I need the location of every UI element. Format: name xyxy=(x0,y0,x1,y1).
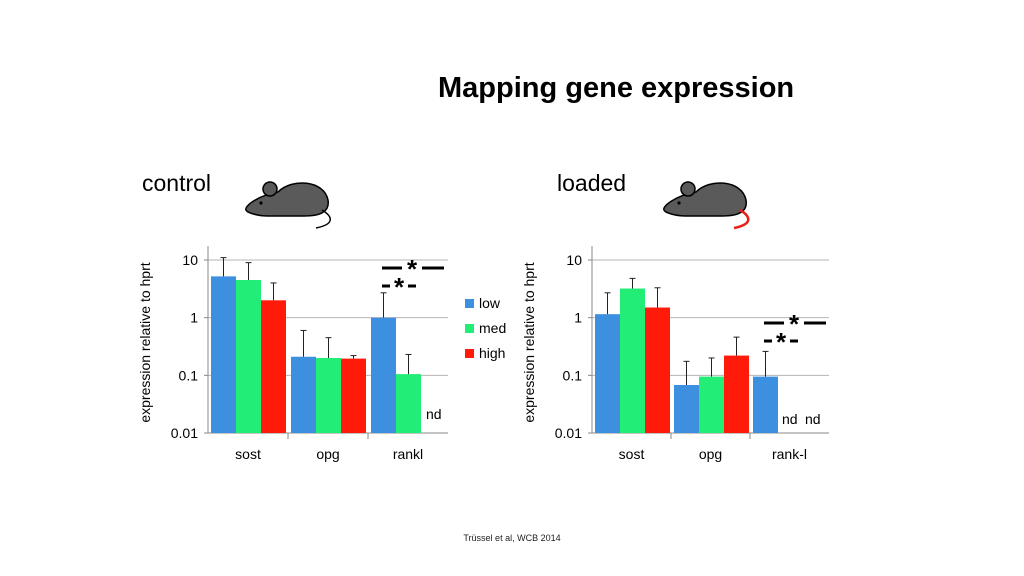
mouse-icon xyxy=(245,181,331,229)
bar-med-sost xyxy=(236,279,261,433)
bar-low-opg xyxy=(674,384,699,433)
bar-med-sost xyxy=(620,288,645,433)
chart-control: 10 1 0.1 0.01 expression relative to hprt sos… xyxy=(137,246,506,462)
bar-low-rank-l xyxy=(753,376,778,433)
bar-med-opg xyxy=(316,357,341,433)
legend-label-low: low xyxy=(479,295,501,311)
y-axis-label: expression relative to hprt xyxy=(521,262,537,422)
nd-label: nd xyxy=(805,411,821,427)
bar-high-sost xyxy=(261,300,286,433)
bar-low-sost xyxy=(595,314,620,433)
x-tick-label: sost xyxy=(235,446,261,462)
y-tick-label: 1 xyxy=(574,310,582,326)
citation: Trüssel et al, WCB 2014 xyxy=(463,533,561,543)
significance-star: * xyxy=(394,272,405,302)
significance-star: * xyxy=(789,309,800,339)
significance-star: * xyxy=(776,327,787,357)
legend-swatch-med xyxy=(465,324,474,333)
legend-swatch-high xyxy=(465,349,474,358)
panel-label-loaded: loaded xyxy=(557,170,627,196)
mouse-icon xyxy=(663,181,750,230)
x-tick-label: rank-l xyxy=(772,446,807,462)
x-tick-label: opg xyxy=(699,446,722,462)
bar-low-sost xyxy=(211,276,236,433)
y-tick-label: 0.1 xyxy=(563,367,583,383)
bar-high-opg xyxy=(724,355,749,433)
y-tick-label: 1 xyxy=(190,310,198,326)
bar-med-opg xyxy=(699,376,724,433)
panel-label-control: control xyxy=(142,170,212,196)
mouse-tail-control xyxy=(315,209,331,229)
x-tick-label: rankl xyxy=(393,446,423,462)
y-axis-label: expression relative to hprt xyxy=(137,262,153,422)
chart-loaded: 10 1 0.1 0.01 expression relative to hprt sos… xyxy=(521,246,829,462)
bar-med-rankl xyxy=(396,374,421,433)
x-tick-label: opg xyxy=(316,446,339,462)
bar-high-sost xyxy=(645,307,670,433)
x-tick-label: sost xyxy=(619,446,645,462)
slide-title: Mapping gene expression xyxy=(438,72,795,104)
legend-label-high: high xyxy=(479,345,505,361)
bar-low-opg xyxy=(291,356,316,433)
y-tick-label: 10 xyxy=(182,252,198,268)
legend-swatch-low xyxy=(465,299,474,308)
mouse-tail-loaded xyxy=(733,208,750,230)
nd-label: nd xyxy=(426,406,442,422)
nd-label: nd xyxy=(782,411,798,427)
y-tick-label: 10 xyxy=(566,252,582,268)
y-tick-label: 0.01 xyxy=(171,425,198,441)
y-tick-label: 0.01 xyxy=(555,425,582,441)
bar-high-opg xyxy=(341,358,366,433)
legend-label-med: med xyxy=(479,320,506,336)
significance-star: * xyxy=(407,254,418,284)
y-tick-label: 0.1 xyxy=(179,367,199,383)
bar-low-rankl xyxy=(371,317,396,433)
